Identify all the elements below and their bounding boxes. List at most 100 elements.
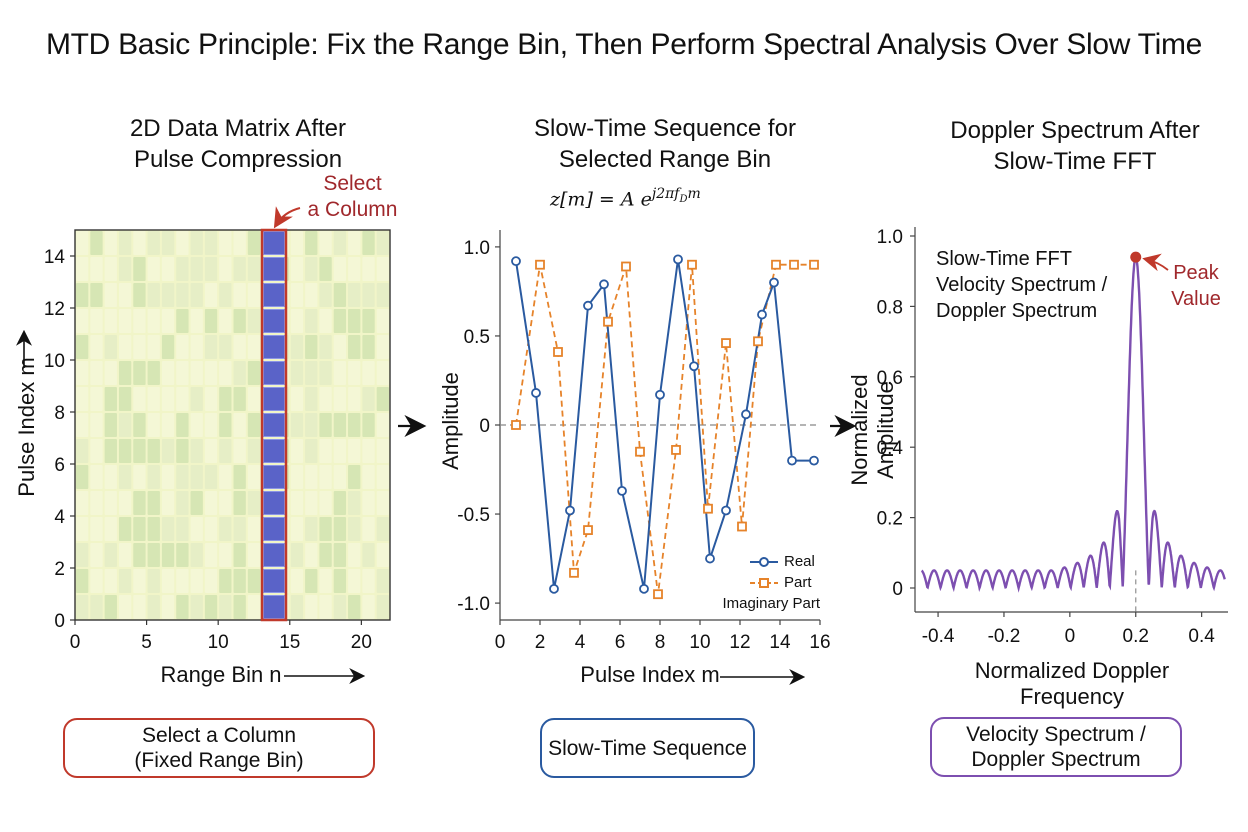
matrix-cell <box>133 543 146 567</box>
panel1-xtick-label: 0 <box>70 632 81 653</box>
slow-time-sequence-box: Slow-Time Sequence <box>540 718 755 778</box>
panel2-ytick-label: 1.0 <box>464 238 490 259</box>
selected-column-cell <box>263 465 285 489</box>
matrix-cell <box>118 387 132 411</box>
imaginary-part-point <box>621 261 631 272</box>
select-column-box: Select a Column (Fixed Range Bin) <box>63 718 375 778</box>
matrix-cell <box>161 465 175 489</box>
panel1-ytick-label: 8 <box>54 403 65 424</box>
matrix-cell <box>247 387 261 411</box>
matrix-cell <box>204 439 218 463</box>
real-part-point <box>565 505 575 516</box>
selected-column-highlight[interactable] <box>260 228 288 622</box>
matrix-cell <box>104 283 117 307</box>
matrix-cell <box>319 465 332 489</box>
legend-part-swatch <box>750 577 778 588</box>
matrix-cell <box>305 257 318 281</box>
matrix-cell <box>147 387 160 411</box>
matrix-cell <box>90 283 103 307</box>
matrix-cell <box>305 309 318 333</box>
imaginary-part-point <box>653 589 663 600</box>
matrix-cell <box>147 595 160 619</box>
imaginary-part-point <box>671 445 681 455</box>
imaginary-part-point <box>535 259 545 270</box>
matrix-cell <box>348 491 361 515</box>
slow-time-formula: z[m] = A ej2πfDm <box>550 186 701 210</box>
selected-column-cell <box>263 361 285 385</box>
formula-base: z[m] = A e <box>550 188 652 211</box>
matrix-cell <box>219 257 232 281</box>
matrix-cell <box>161 543 175 567</box>
matrix-cell <box>219 335 232 359</box>
legend-part-label: Part <box>784 574 812 591</box>
matrix-cell <box>319 231 332 255</box>
matrix-cell <box>161 439 175 463</box>
matrix-cell <box>176 517 189 541</box>
panel2-xtick-label: 2 <box>535 632 546 653</box>
matrix-cell <box>118 361 132 385</box>
matrix-cell <box>118 569 132 593</box>
matrix-cell <box>348 231 361 255</box>
matrix-cell <box>147 569 160 593</box>
imaginary-part-point <box>635 446 645 457</box>
panel1-ytick-label: 14 <box>44 247 66 268</box>
matrix-cell <box>305 335 318 359</box>
panel2-title-line1: Slow-Time Sequence for <box>534 115 796 142</box>
matrix-cell <box>104 361 117 385</box>
matrix-cell <box>176 439 189 463</box>
matrix-cell <box>161 309 175 333</box>
matrix-cell <box>348 309 361 333</box>
matrix-cell <box>161 595 175 619</box>
matrix-cell <box>233 569 246 593</box>
matrix-cell <box>319 595 332 619</box>
matrix-cell <box>76 465 89 489</box>
matrix-cell <box>319 257 332 281</box>
matrix-cell <box>133 257 146 281</box>
panel2-legend: Real Part Imaginary Part <box>704 551 820 614</box>
selected-column-cell <box>263 569 285 593</box>
matrix-cell <box>219 595 232 619</box>
matrix-cell <box>104 569 117 593</box>
panel1-ytick-label: 0 <box>54 611 65 632</box>
matrix-cell <box>147 283 160 307</box>
matrix-cell <box>219 491 232 515</box>
imaginary-part-point <box>511 420 521 430</box>
matrix-cell <box>305 491 318 515</box>
matrix-cell <box>305 283 318 307</box>
matrix-cell <box>333 439 347 463</box>
matrix-cell <box>118 309 132 333</box>
matrix-cell <box>376 387 389 411</box>
matrix-cell <box>104 309 117 333</box>
matrix-cell <box>319 309 332 333</box>
page-title: MTD Basic Principle: Fix the Range Bin, … <box>45 28 1203 61</box>
matrix-cell <box>104 517 117 541</box>
panel3-xtick-label: 0.4 <box>1188 626 1215 647</box>
matrix-cell <box>319 335 332 359</box>
matrix-cell <box>247 543 261 567</box>
panel3-xtick-label: -0.4 <box>922 626 955 647</box>
matrix-cell <box>290 517 304 541</box>
matrix-cell <box>204 595 218 619</box>
select-column-annotation: Select a Column <box>305 171 400 223</box>
matrix-cell <box>319 569 332 593</box>
matrix-cell <box>176 387 189 411</box>
matrix-cell <box>90 309 103 333</box>
box3-line1: Velocity Spectrum / <box>966 723 1146 746</box>
matrix-cell <box>348 517 361 541</box>
matrix-cell <box>76 361 89 385</box>
selected-column-cell <box>263 283 285 307</box>
matrix-cell <box>362 413 375 437</box>
panel2-xtick-label: 6 <box>615 632 626 653</box>
panel2-ytick-label: 0.5 <box>464 327 490 348</box>
selected-column-cell <box>263 413 285 437</box>
matrix-cell <box>362 231 375 255</box>
matrix-cell <box>376 283 389 307</box>
data-matrix <box>74 229 391 621</box>
matrix-cell <box>118 491 132 515</box>
panel3-xtick-label: 0.2 <box>1123 626 1149 647</box>
doppler-spectrum-line <box>920 255 1226 593</box>
legend-real-label: Real <box>784 553 815 570</box>
matrix-cell <box>247 309 261 333</box>
matrix-cell <box>348 283 361 307</box>
